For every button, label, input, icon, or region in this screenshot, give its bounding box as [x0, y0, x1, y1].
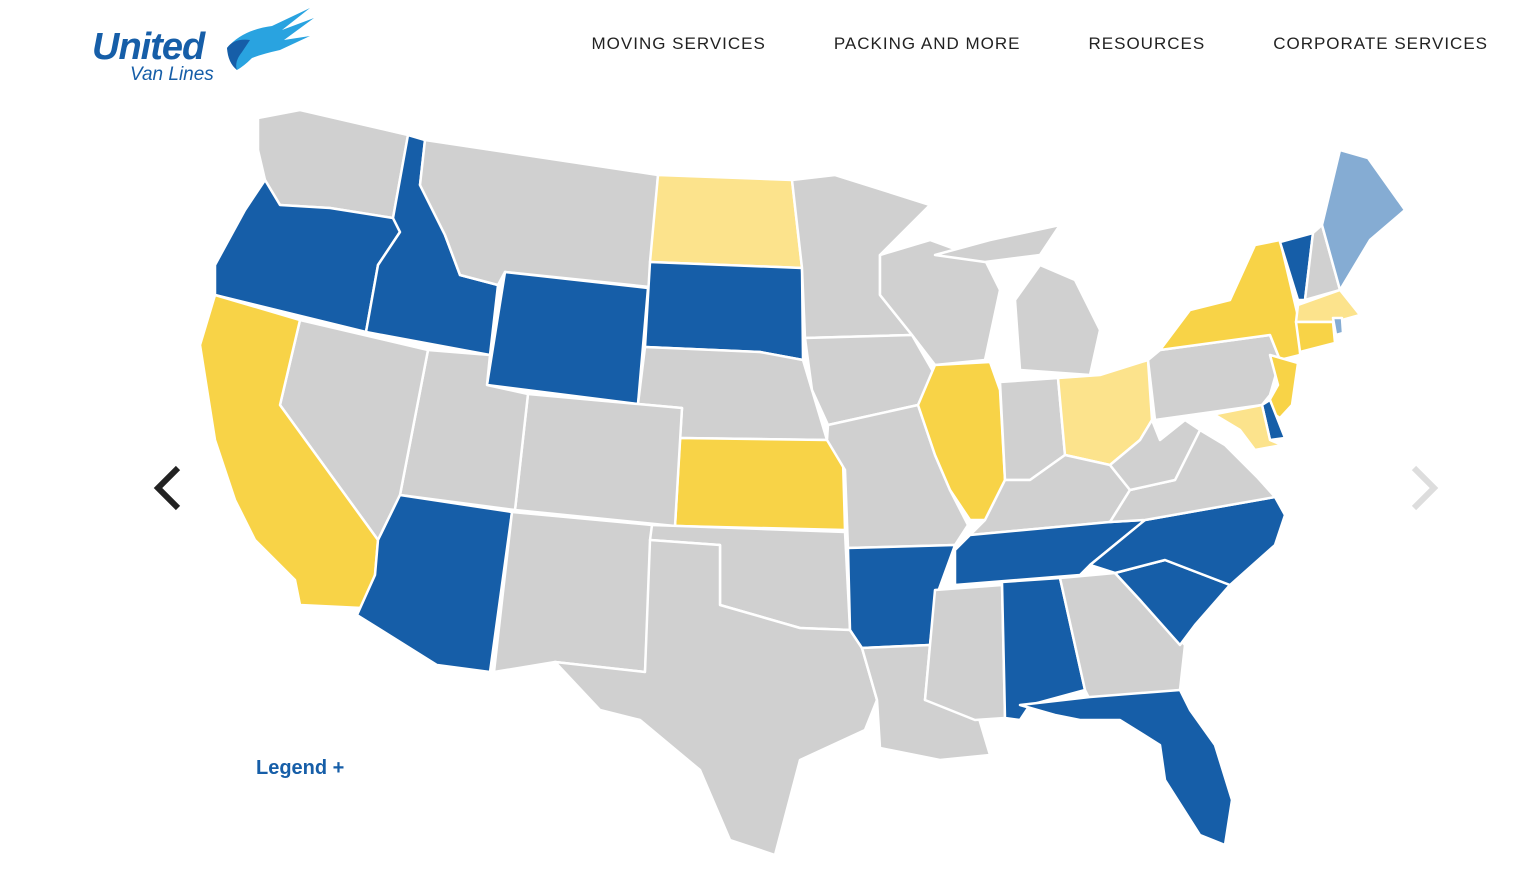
logo-text-united: United	[92, 26, 205, 68]
state-il[interactable]	[916, 360, 1007, 522]
state-wi[interactable]	[878, 238, 1002, 367]
state-nm[interactable]	[492, 510, 654, 674]
state-ma[interactable]	[1294, 288, 1362, 324]
logo-text-van-lines: Van Lines	[130, 64, 214, 85]
nav-moving-services[interactable]: MOVING SERVICES	[591, 34, 766, 53]
state-ms[interactable]	[923, 583, 1007, 722]
legend-toggle[interactable]: Legend +	[256, 757, 345, 779]
state-sd[interactable]	[643, 260, 805, 362]
chevron-right-icon[interactable]	[1404, 462, 1444, 514]
state-mt[interactable]	[418, 138, 660, 289]
state-mi[interactable]	[933, 223, 1062, 264]
main-nav: MOVING SERVICES PACKING AND MORE RESOURC…	[592, 34, 1489, 54]
state-md[interactable]	[1183, 403, 1284, 452]
state-co[interactable]	[513, 392, 684, 528]
eagle-icon	[227, 8, 314, 70]
state-wa[interactable]	[256, 108, 410, 220]
state-ca[interactable]	[198, 293, 380, 610]
state-nd[interactable]	[648, 173, 804, 270]
nav-corporate-services[interactable]: CORPORATE SERVICES	[1273, 34, 1488, 53]
state-ny[interactable]	[1158, 238, 1302, 362]
state-ri[interactable]	[1331, 316, 1345, 337]
state-ks[interactable]	[673, 436, 847, 532]
united-van-lines-logo[interactable]: United Van Lines	[90, 8, 320, 88]
state-ct[interactable]	[1294, 320, 1337, 354]
state-nj[interactable]	[1263, 353, 1300, 420]
state-wy[interactable]	[485, 270, 650, 406]
chevron-left-icon[interactable]	[148, 462, 188, 514]
state-mi[interactable]	[1013, 263, 1102, 377]
state-me[interactable]	[1320, 148, 1407, 292]
state-fl[interactable]	[1018, 688, 1234, 847]
state-tx[interactable]	[553, 538, 879, 857]
nav-packing-and-more[interactable]: PACKING AND MORE	[833, 34, 1021, 53]
nav-resources[interactable]: RESOURCES	[1088, 34, 1206, 53]
